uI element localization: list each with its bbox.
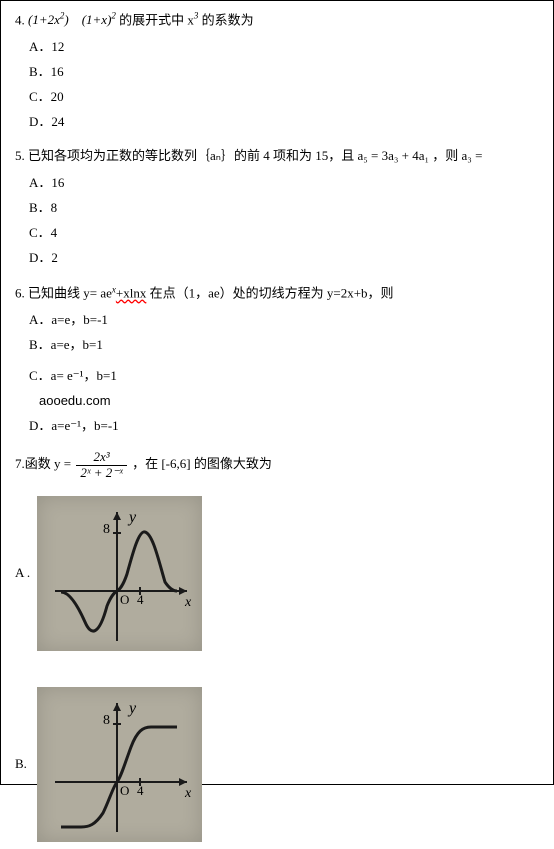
q7-option-a-row: A . 8 y x O 4 <box>15 496 539 651</box>
q4-number: 4. <box>15 12 25 27</box>
q6-opt-d: D．a=e⁻¹，b=-1 <box>29 416 539 437</box>
svg-text:y: y <box>127 509 137 526</box>
svg-text:y: y <box>127 700 137 717</box>
q6-opt-a: A．a=e，b=-1 <box>29 310 539 331</box>
q4-stem: 4. (1+2x2) (1+x)2 的展开式中 x3 的系数为 <box>15 9 539 31</box>
q7-option-b-row: B. 8 y x O 4 <box>15 687 539 842</box>
q6-opt-b: B．a=e，b=1 <box>29 335 539 356</box>
q6-stem: 6. 已知曲线 y= aex+xlnx 在点（1，ae）处的切线方程为 y=2x… <box>15 282 539 304</box>
question-6: 6. 已知曲线 y= aex+xlnx 在点（1，ae）处的切线方程为 y=2x… <box>15 282 539 436</box>
q4-formula: (1+2x2) (1+x)2 <box>28 12 119 27</box>
question-4: 4. (1+2x2) (1+x)2 的展开式中 x3 的系数为 A．12 B．1… <box>15 9 539 132</box>
q5-number: 5. <box>15 148 25 163</box>
svg-text:x: x <box>184 786 192 801</box>
q7-number: 7. <box>15 456 25 471</box>
q5-options: A．16 B．8 C．4 D．2 <box>15 173 539 268</box>
q7-graph-a: 8 y x O 4 <box>37 496 202 651</box>
svg-text:O: O <box>120 592 129 607</box>
q5-opt-a: A．16 <box>29 173 539 194</box>
q7-label-a: A . <box>15 563 37 584</box>
q5-opt-c: C．4 <box>29 223 539 244</box>
q7-label-b: B. <box>15 754 37 775</box>
svg-text:8: 8 <box>103 713 110 728</box>
q7-fraction: 2x³ 2ˣ + 2⁻ˣ <box>76 450 126 480</box>
q5-opt-d: D．2 <box>29 248 539 269</box>
q5-opt-b: B．8 <box>29 198 539 219</box>
svg-text:8: 8 <box>103 522 110 537</box>
q6-number: 6. <box>15 286 25 301</box>
q5-text: 已知各项均为正数的等比数列｛aₙ｝的前 4 项和为 15，且 a₅ = 3a₃ … <box>28 148 482 163</box>
watermark: aooedu.com <box>15 391 539 412</box>
q4-options: A．12 B．16 C．20 D．24 <box>15 37 539 132</box>
question-7: 7.函数 y = 2x³ 2ˣ + 2⁻ˣ ，在 [-6,6] 的图像大致为 A… <box>15 450 539 842</box>
q4-opt-c: C．20 <box>29 87 539 108</box>
q7-graph-b: 8 y x O 4 <box>37 687 202 842</box>
q6-options: A．a=e，b=-1 B．a=e，b=1 C．a= e⁻¹，b=1 <box>15 310 539 386</box>
q6-opt-c: C．a= e⁻¹，b=1 <box>29 366 539 387</box>
q5-stem: 5. 已知各项均为正数的等比数列｛aₙ｝的前 4 项和为 15，且 a₅ = 3… <box>15 146 539 167</box>
q4-opt-b: B．16 <box>29 62 539 83</box>
q7-stem: 7.函数 y = 2x³ 2ˣ + 2⁻ˣ ，在 [-6,6] 的图像大致为 <box>15 450 539 480</box>
question-5: 5. 已知各项均为正数的等比数列｛aₙ｝的前 4 项和为 15，且 a₅ = 3… <box>15 146 539 268</box>
q6-options-2: D．a=e⁻¹，b=-1 <box>15 416 539 437</box>
q4-opt-a: A．12 <box>29 37 539 58</box>
svg-text:x: x <box>184 595 192 610</box>
q4-opt-d: D．24 <box>29 112 539 133</box>
svg-text:O: O <box>120 783 129 798</box>
